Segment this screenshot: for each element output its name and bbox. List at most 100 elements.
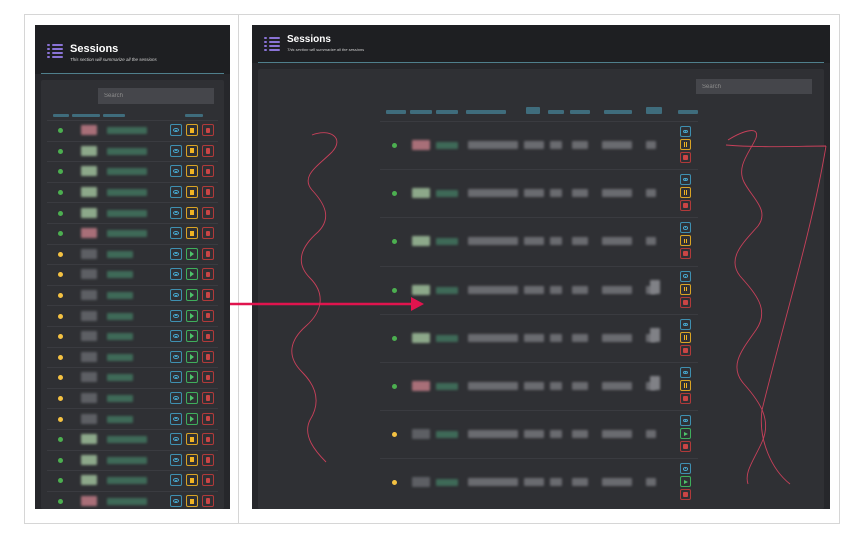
status-idle-dot bbox=[58, 334, 63, 340]
view-session-button[interactable] bbox=[170, 309, 182, 322]
delete-session-button[interactable] bbox=[202, 268, 214, 281]
pause-session-button[interactable] bbox=[186, 206, 198, 219]
pause-session-button[interactable] bbox=[680, 139, 691, 150]
view-session-button[interactable] bbox=[170, 227, 182, 240]
resume-session-button[interactable] bbox=[186, 371, 198, 384]
view-session-button[interactable] bbox=[170, 433, 182, 446]
delete-session-button[interactable] bbox=[202, 124, 214, 137]
view-session-button[interactable] bbox=[170, 124, 182, 137]
delete-session-button[interactable] bbox=[202, 495, 214, 508]
trash-icon bbox=[205, 457, 211, 463]
pause-session-button[interactable] bbox=[186, 186, 198, 199]
pause-session-button[interactable] bbox=[186, 124, 198, 137]
session-field bbox=[572, 333, 588, 342]
view-session-button[interactable] bbox=[680, 318, 691, 330]
delete-session-button[interactable] bbox=[680, 248, 691, 260]
resume-session-button[interactable] bbox=[186, 309, 198, 322]
view-session-button[interactable] bbox=[680, 463, 691, 475]
resume-session-button[interactable] bbox=[186, 268, 198, 281]
delete-session-button[interactable] bbox=[680, 200, 691, 212]
view-session-button[interactable] bbox=[170, 206, 182, 219]
resume-session-button[interactable] bbox=[680, 476, 691, 488]
pause-session-button[interactable] bbox=[186, 144, 198, 157]
delete-session-button[interactable] bbox=[680, 296, 691, 308]
search-input[interactable] bbox=[98, 88, 214, 104]
delete-session-button[interactable] bbox=[202, 144, 214, 157]
resume-session-button[interactable] bbox=[186, 392, 198, 405]
pause-session-button[interactable] bbox=[680, 187, 691, 199]
pause-session-button[interactable] bbox=[186, 474, 198, 487]
view-session-button[interactable] bbox=[680, 174, 691, 186]
view-session-button[interactable] bbox=[170, 474, 182, 487]
delete-session-button[interactable] bbox=[202, 330, 214, 343]
delete-session-button[interactable] bbox=[680, 152, 691, 163]
pause-session-button[interactable] bbox=[186, 433, 198, 446]
resume-session-button[interactable] bbox=[680, 428, 691, 440]
delete-session-button[interactable] bbox=[202, 474, 214, 487]
trash-icon bbox=[683, 299, 688, 305]
view-session-button[interactable] bbox=[170, 144, 182, 157]
view-session-button[interactable] bbox=[170, 495, 182, 508]
view-session-button[interactable] bbox=[170, 350, 182, 363]
pause-session-button[interactable] bbox=[680, 331, 691, 343]
table-row bbox=[258, 265, 824, 314]
view-session-button[interactable] bbox=[170, 186, 182, 199]
column-header bbox=[526, 107, 540, 114]
trash-icon bbox=[205, 374, 211, 381]
pause-session-button[interactable] bbox=[186, 227, 198, 240]
view-session-button[interactable] bbox=[170, 371, 182, 384]
eye-icon bbox=[173, 169, 179, 174]
delete-session-button[interactable] bbox=[202, 371, 214, 384]
search-input[interactable] bbox=[696, 79, 812, 94]
eye-icon bbox=[173, 251, 179, 256]
view-session-button[interactable] bbox=[170, 412, 182, 425]
pause-session-button[interactable] bbox=[186, 495, 198, 508]
view-session-button[interactable] bbox=[170, 453, 182, 466]
view-session-button[interactable] bbox=[170, 165, 182, 178]
resume-session-button[interactable] bbox=[186, 289, 198, 302]
trash-icon bbox=[205, 395, 211, 401]
session-field bbox=[602, 382, 632, 391]
delete-session-button[interactable] bbox=[680, 441, 691, 453]
pause-session-button[interactable] bbox=[680, 283, 691, 295]
resume-session-button[interactable] bbox=[186, 247, 198, 260]
delete-session-button[interactable] bbox=[202, 392, 214, 405]
view-session-button[interactable] bbox=[170, 289, 182, 302]
view-session-button[interactable] bbox=[170, 330, 182, 343]
delete-session-button[interactable] bbox=[202, 186, 214, 199]
delete-session-button[interactable] bbox=[202, 453, 214, 466]
pause-session-button[interactable] bbox=[680, 235, 691, 247]
delete-session-button[interactable] bbox=[202, 227, 214, 240]
resume-session-button[interactable] bbox=[186, 350, 198, 363]
pause-session-button[interactable] bbox=[186, 453, 198, 466]
view-session-button[interactable] bbox=[680, 270, 691, 282]
pause-session-button[interactable] bbox=[186, 165, 198, 178]
session-field bbox=[646, 430, 656, 439]
view-session-button[interactable] bbox=[680, 415, 691, 427]
session-field bbox=[646, 141, 656, 150]
view-session-button[interactable] bbox=[680, 222, 691, 234]
delete-session-button[interactable] bbox=[202, 289, 214, 302]
delete-session-button[interactable] bbox=[202, 309, 214, 322]
delete-session-button[interactable] bbox=[680, 393, 691, 404]
pause-session-button[interactable] bbox=[680, 380, 691, 391]
trash-icon bbox=[205, 148, 211, 154]
view-session-button[interactable] bbox=[170, 392, 182, 405]
view-session-button[interactable] bbox=[680, 367, 691, 378]
delete-session-button[interactable] bbox=[202, 247, 214, 260]
delete-session-button[interactable] bbox=[202, 433, 214, 446]
delete-session-button[interactable] bbox=[680, 344, 691, 356]
delete-session-button[interactable] bbox=[202, 165, 214, 178]
delete-session-button[interactable] bbox=[202, 412, 214, 425]
table-row bbox=[41, 243, 224, 265]
table-row bbox=[41, 346, 224, 368]
delete-session-button[interactable] bbox=[202, 206, 214, 219]
resume-session-button[interactable] bbox=[186, 412, 198, 425]
resume-session-button[interactable] bbox=[186, 330, 198, 343]
view-session-button[interactable] bbox=[680, 126, 691, 137]
view-session-button[interactable] bbox=[170, 247, 182, 260]
delete-session-button[interactable] bbox=[680, 489, 691, 501]
status-idle-dot bbox=[58, 313, 63, 319]
delete-session-button[interactable] bbox=[202, 350, 214, 363]
view-session-button[interactable] bbox=[170, 268, 182, 281]
